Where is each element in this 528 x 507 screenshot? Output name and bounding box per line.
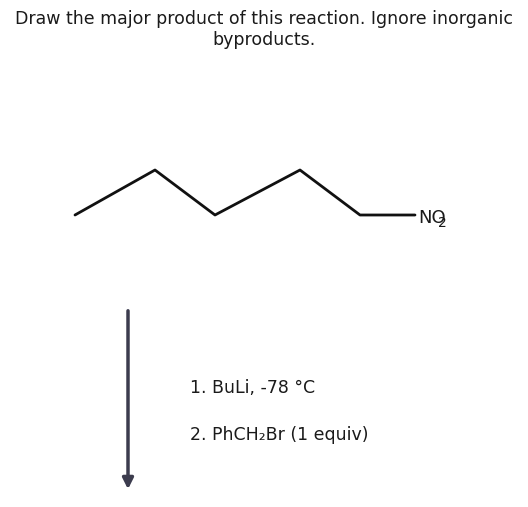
Text: 2: 2 <box>438 216 447 230</box>
Text: byproducts.: byproducts. <box>212 31 316 49</box>
Text: 2. PhCH₂Br (1 equiv): 2. PhCH₂Br (1 equiv) <box>190 426 369 444</box>
Text: 1. BuLi, -78 °C: 1. BuLi, -78 °C <box>190 379 315 397</box>
Text: NO: NO <box>418 209 446 227</box>
Text: Draw the major product of this reaction. Ignore inorganic: Draw the major product of this reaction.… <box>15 10 513 28</box>
